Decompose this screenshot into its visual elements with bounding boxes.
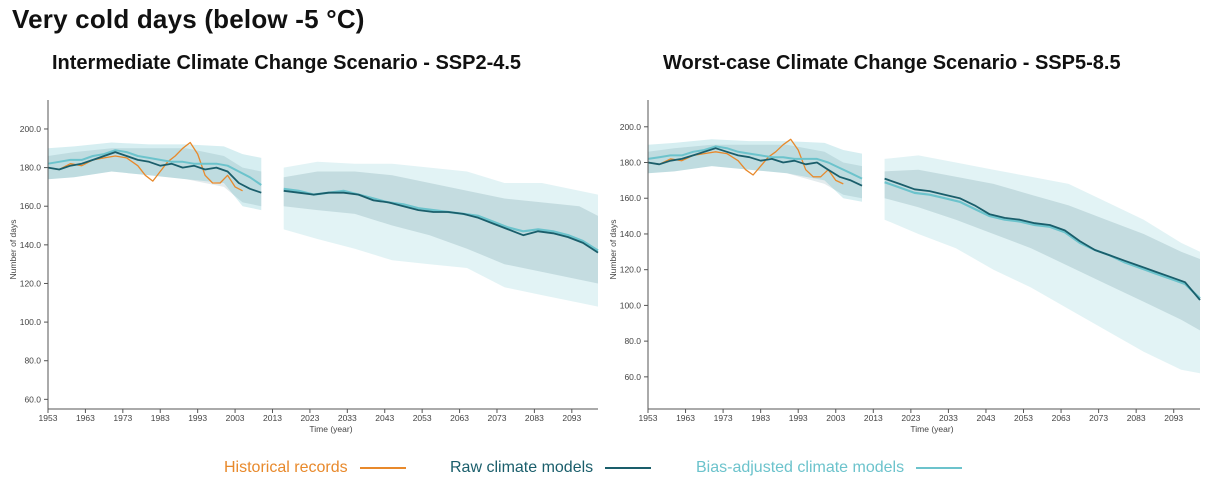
y-tick-label: 80.0 — [24, 356, 41, 366]
chart-title-ssp245: Intermediate Climate Change Scenario - S… — [52, 52, 522, 74]
raw-band-future — [283, 171, 598, 284]
raw-line-future — [283, 189, 599, 254]
x-tick-label: 2053 — [1014, 413, 1033, 423]
raw-line-historical — [647, 147, 863, 187]
legend-raw-swatch — [605, 467, 652, 469]
x-tick-label: 2013 — [864, 413, 883, 423]
y-tick-label: 200.0 — [20, 124, 42, 134]
x-tick-label: 2093 — [562, 413, 581, 423]
y-tick-label: 180.0 — [620, 158, 642, 168]
legend-bias: Bias-adjusted climate models — [696, 459, 963, 477]
x-tick-label: 2003 — [826, 413, 845, 423]
y-tick-label: 100.0 — [20, 317, 42, 327]
raw-line-future — [884, 177, 1201, 301]
x-tick-label: 1993 — [188, 413, 207, 423]
y-tick-label: 140.0 — [620, 229, 642, 239]
legend-historical-swatch — [359, 467, 406, 469]
y-axis-label: Number of days — [8, 220, 18, 280]
x-tick-label: 2033 — [338, 413, 357, 423]
legend-raw-label: Raw climate models — [450, 459, 594, 476]
x-tick-label: 2013 — [263, 413, 282, 423]
x-tick-label: 1963 — [76, 413, 95, 423]
x-tick-label: 2083 — [525, 413, 544, 423]
raw-band-future — [884, 169, 1200, 331]
bias-line-historical — [47, 149, 262, 186]
x-tick-label: 1973 — [714, 413, 733, 423]
x-tick-label: 1983 — [151, 413, 170, 423]
x-axis-label: Time (year) — [309, 424, 352, 434]
y-tick-label: 200.0 — [620, 122, 642, 132]
y-tick-label: 180.0 — [20, 163, 42, 173]
y-axis-label: Number of days — [608, 220, 618, 280]
x-tick-label: 2093 — [1164, 413, 1183, 423]
legend: Historical records Raw climate models Bi… — [0, 459, 1214, 483]
page-title: Very cold days (below -5 °C) — [12, 4, 365, 34]
y-tick-label: 160.0 — [20, 201, 42, 211]
bias-band-future — [283, 161, 598, 307]
bias-band-historical — [648, 139, 862, 202]
legend-historical: Historical records — [224, 459, 406, 477]
y-tick-label: 120.0 — [20, 278, 42, 288]
legend-raw: Raw climate models — [450, 459, 652, 477]
x-tick-label: 2063 — [450, 413, 469, 423]
x-tick-label: 2063 — [1052, 413, 1071, 423]
x-tick-label: 2053 — [413, 413, 432, 423]
x-tick-label: 1953 — [639, 413, 658, 423]
x-tick-label: 2073 — [1089, 413, 1108, 423]
x-tick-label: 1953 — [39, 413, 58, 423]
bias-band-historical — [48, 142, 262, 211]
x-tick-label: 2043 — [375, 413, 394, 423]
y-tick-label: 120.0 — [620, 265, 642, 275]
bias-band-future — [884, 155, 1200, 374]
bias-line-historical — [647, 145, 863, 180]
x-axis-label: Time (year) — [910, 424, 953, 434]
x-tick-label: 2083 — [1127, 413, 1146, 423]
bias-line-future — [884, 181, 1201, 300]
x-tick-label: 2043 — [976, 413, 995, 423]
x-tick-label: 2033 — [939, 413, 958, 423]
chart-title-ssp585: Worst-case Climate Change Scenario - SSP… — [663, 52, 1121, 74]
x-tick-label: 1963 — [676, 413, 695, 423]
legend-bias-label: Bias-adjusted climate models — [696, 459, 905, 476]
y-tick-label: 60.0 — [24, 394, 41, 404]
y-tick-label: 140.0 — [20, 240, 42, 250]
raw-line-historical — [47, 151, 262, 194]
y-tick-label: 80.0 — [624, 336, 641, 346]
legend-bias-swatch — [916, 467, 963, 469]
x-tick-label: 2073 — [488, 413, 507, 423]
y-tick-label: 160.0 — [620, 193, 642, 203]
x-tick-label: 2023 — [300, 413, 319, 423]
x-tick-label: 2023 — [901, 413, 920, 423]
x-tick-label: 2003 — [226, 413, 245, 423]
y-tick-label: 100.0 — [620, 300, 642, 310]
x-tick-label: 1993 — [789, 413, 808, 423]
bias-line-future — [283, 187, 599, 252]
legend-historical-label: Historical records — [224, 459, 348, 476]
x-tick-label: 1973 — [113, 413, 132, 423]
y-tick-label: 60.0 — [624, 372, 641, 382]
x-tick-label: 1983 — [751, 413, 770, 423]
